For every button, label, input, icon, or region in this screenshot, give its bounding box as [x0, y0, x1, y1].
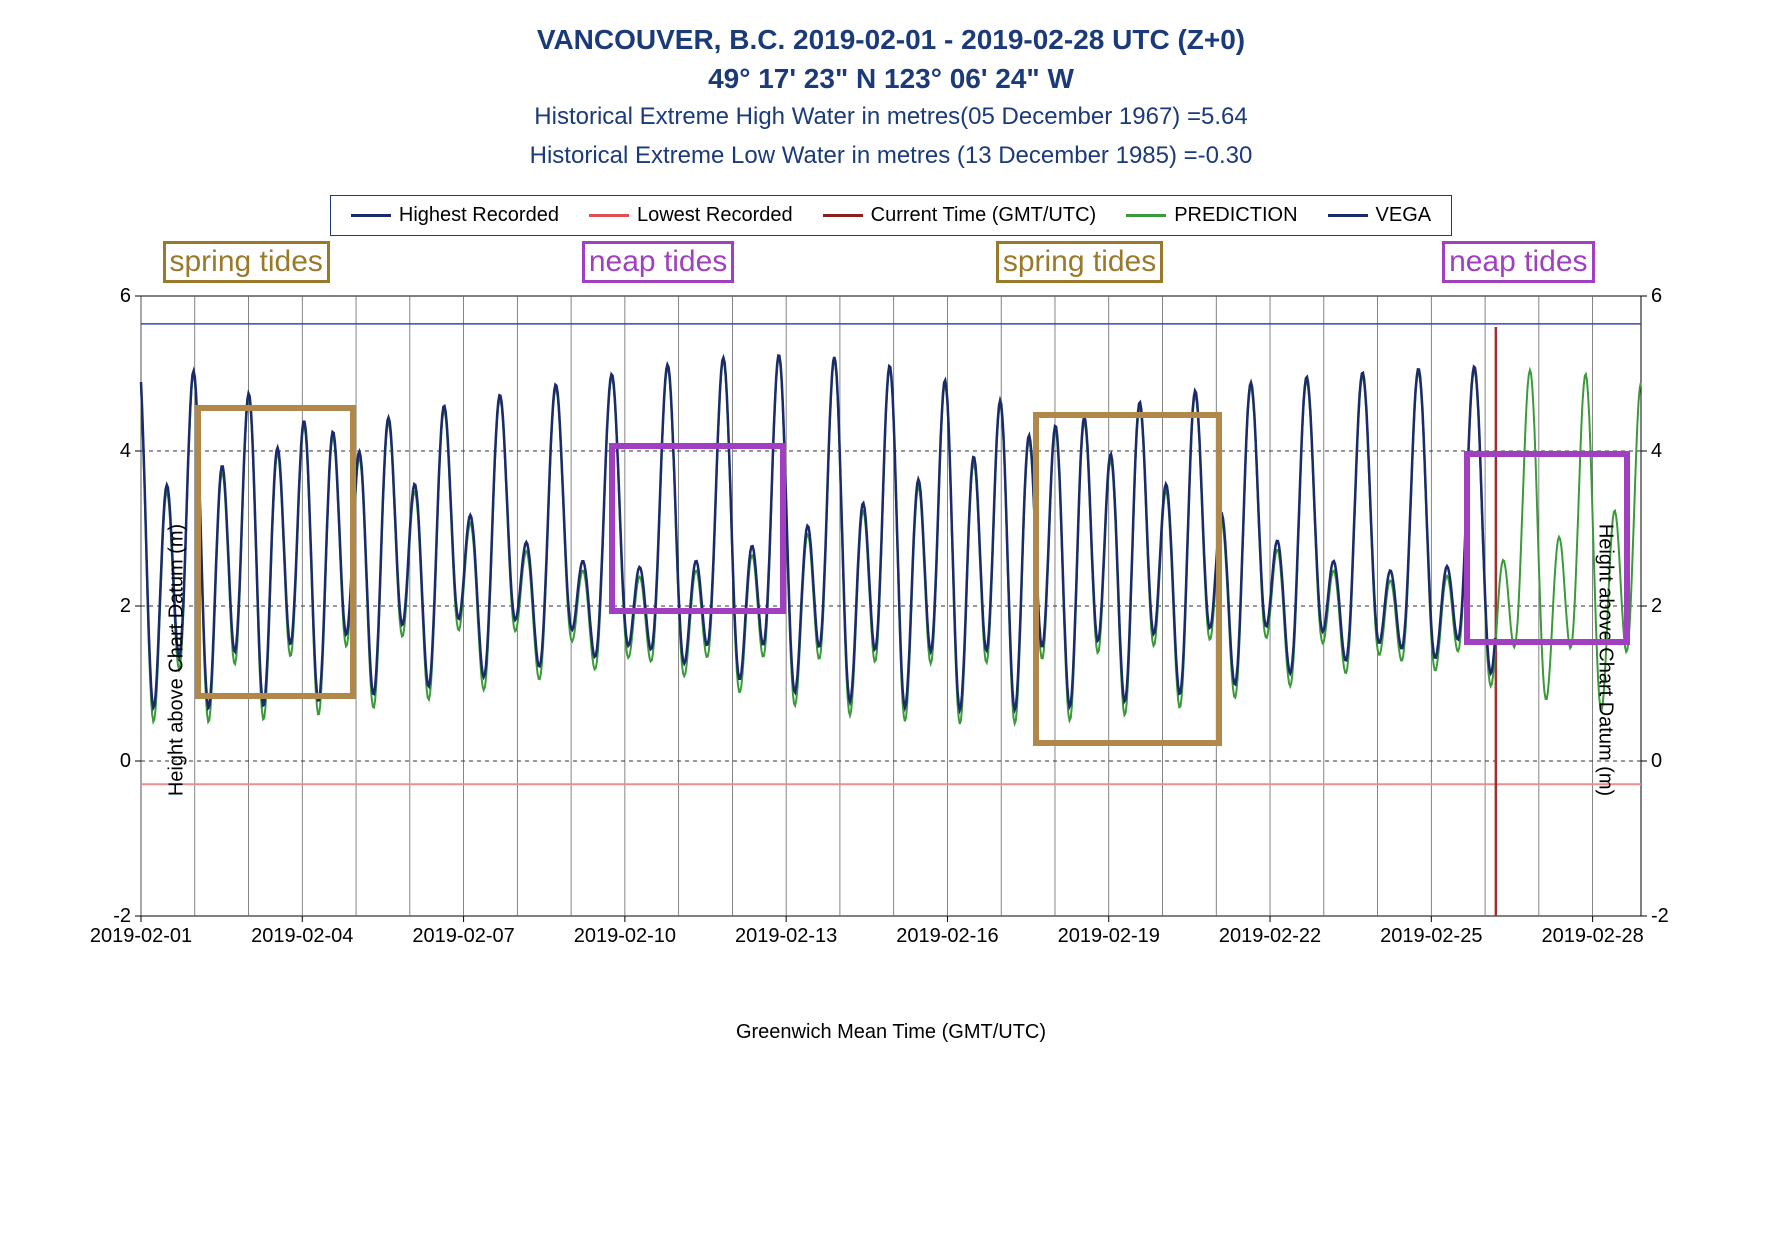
svg-text:2019-02-22: 2019-02-22 — [1219, 925, 1321, 947]
svg-text:2: 2 — [1651, 595, 1662, 617]
legend-label: Current Time (GMT/UTC) — [871, 204, 1097, 227]
legend-item: PREDICTION — [1126, 204, 1297, 227]
svg-text:2019-02-19: 2019-02-19 — [1058, 925, 1160, 947]
svg-text:2019-02-25: 2019-02-25 — [1380, 925, 1482, 947]
legend-label: VEGA — [1376, 204, 1432, 227]
svg-text:2019-02-01: 2019-02-01 — [90, 925, 192, 947]
highlight-box — [1464, 451, 1631, 645]
x-axis-label: Greenwich Mean Time (GMT/UTC) — [71, 1021, 1711, 1044]
legend-label: PREDICTION — [1174, 204, 1297, 227]
legend-swatch — [823, 214, 863, 217]
legend-swatch — [1126, 214, 1166, 217]
svg-text:2019-02-13: 2019-02-13 — [735, 925, 837, 947]
y-axis-label-left: Height above Chart Datum (m) — [166, 524, 189, 796]
svg-text:2: 2 — [120, 595, 131, 617]
tide-annotation: neap tides — [582, 241, 734, 283]
legend-item: Current Time (GMT/UTC) — [823, 204, 1097, 227]
svg-text:2019-02-28: 2019-02-28 — [1541, 925, 1643, 947]
chart-header: VANCOUVER, B.C. 2019-02-01 - 2019-02-28 … — [20, 20, 1762, 175]
legend-item: Lowest Recorded — [589, 204, 793, 227]
svg-text:-2: -2 — [1651, 905, 1669, 927]
legend-item: VEGA — [1328, 204, 1432, 227]
svg-text:2019-02-10: 2019-02-10 — [574, 925, 676, 947]
subtitle-low-water: Historical Extreme Low Water in metres (… — [20, 137, 1762, 175]
svg-text:4: 4 — [1651, 440, 1662, 462]
chart-outer: Height above Chart Datum (m) Height abov… — [71, 276, 1711, 1044]
highlight-box — [195, 405, 356, 700]
legend-label: Highest Recorded — [399, 204, 559, 227]
legend-swatch — [1328, 214, 1368, 217]
tide-annotation: spring tides — [163, 241, 330, 283]
highlight-box — [609, 443, 786, 614]
subtitle-high-water: Historical Extreme High Water in metres(… — [20, 98, 1762, 136]
svg-text:6: 6 — [1651, 285, 1662, 307]
svg-text:2019-02-07: 2019-02-07 — [412, 925, 514, 947]
svg-text:2019-02-04: 2019-02-04 — [251, 925, 353, 947]
legend-item: Highest Recorded — [351, 204, 559, 227]
svg-text:0: 0 — [120, 750, 131, 772]
svg-text:4: 4 — [120, 440, 131, 462]
legend-swatch — [351, 214, 391, 217]
tide-annotation: spring tides — [996, 241, 1163, 283]
title-line-1: VANCOUVER, B.C. 2019-02-01 - 2019-02-28 … — [20, 20, 1762, 59]
svg-text:-2: -2 — [113, 905, 131, 927]
svg-text:0: 0 — [1651, 750, 1662, 772]
svg-text:2019-02-16: 2019-02-16 — [896, 925, 998, 947]
svg-text:6: 6 — [120, 285, 131, 307]
highlight-box — [1033, 412, 1221, 745]
legend-box: Highest Recorded Lowest Recorded Current T… — [330, 195, 1452, 236]
title-line-2: 49° 17' 23" N 123° 06' 24" W — [20, 59, 1762, 98]
tide-annotation: neap tides — [1442, 241, 1594, 283]
legend-label: Lowest Recorded — [637, 204, 793, 227]
legend-swatch — [589, 214, 629, 217]
